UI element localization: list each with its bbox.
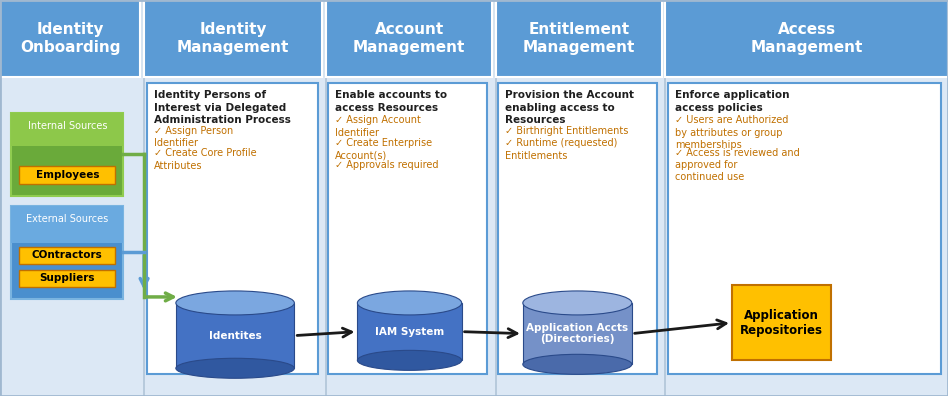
Ellipse shape — [522, 291, 631, 315]
Ellipse shape — [357, 291, 462, 315]
FancyBboxPatch shape — [147, 83, 319, 374]
FancyBboxPatch shape — [498, 83, 657, 374]
Text: Internal Sources: Internal Sources — [27, 121, 107, 131]
Text: Enforce application
access policies: Enforce application access policies — [675, 90, 790, 112]
FancyBboxPatch shape — [11, 206, 123, 299]
Text: ✓ Access is reviewed and
approved for
continued use: ✓ Access is reviewed and approved for co… — [675, 148, 800, 183]
Text: Application
Repositories: Application Repositories — [740, 309, 823, 337]
FancyBboxPatch shape — [328, 83, 487, 374]
Ellipse shape — [357, 350, 462, 370]
Text: COntractors: COntractors — [32, 251, 102, 261]
Text: ✓ Assign Account
Identifier: ✓ Assign Account Identifier — [335, 115, 421, 137]
Ellipse shape — [522, 354, 631, 374]
FancyBboxPatch shape — [175, 303, 294, 368]
Text: ✓ Runtime (requested)
Entitlements: ✓ Runtime (requested) Entitlements — [504, 139, 617, 161]
Text: ✓ Birthright Entitlements: ✓ Birthright Entitlements — [504, 126, 629, 136]
FancyBboxPatch shape — [732, 285, 831, 360]
Text: ✓ Users are Authorized
by attributes or group
memberships: ✓ Users are Authorized by attributes or … — [675, 115, 789, 150]
FancyBboxPatch shape — [326, 0, 492, 77]
FancyBboxPatch shape — [11, 113, 123, 146]
Text: IAM System: IAM System — [374, 327, 445, 337]
FancyBboxPatch shape — [496, 0, 662, 77]
FancyBboxPatch shape — [144, 0, 322, 77]
Text: ✓ Assign Person
Identifier: ✓ Assign Person Identifier — [154, 126, 233, 148]
Text: Entitlement
Management: Entitlement Management — [522, 23, 635, 55]
FancyBboxPatch shape — [665, 0, 948, 77]
FancyBboxPatch shape — [19, 270, 116, 287]
Text: Employees: Employees — [36, 170, 99, 180]
Ellipse shape — [175, 358, 294, 378]
Text: Identity
Onboarding: Identity Onboarding — [20, 23, 120, 55]
FancyBboxPatch shape — [11, 113, 123, 196]
FancyBboxPatch shape — [357, 303, 462, 360]
Text: Suppliers: Suppliers — [40, 274, 95, 284]
Text: Access
Management: Access Management — [751, 23, 863, 55]
FancyBboxPatch shape — [11, 206, 123, 243]
FancyBboxPatch shape — [19, 247, 116, 264]
FancyBboxPatch shape — [19, 166, 116, 184]
Text: Enable accounts to
access Resources: Enable accounts to access Resources — [335, 90, 447, 112]
Text: ✓ Approvals required: ✓ Approvals required — [335, 160, 439, 170]
FancyBboxPatch shape — [522, 303, 631, 364]
FancyBboxPatch shape — [668, 83, 941, 374]
Text: ✓ Create Core Profile
Attributes: ✓ Create Core Profile Attributes — [154, 148, 257, 171]
Text: Identity Persons of
Interest via Delegated
Administration Process: Identity Persons of Interest via Delegat… — [154, 90, 291, 125]
Text: Provision the Account
enabling access to
Resources: Provision the Account enabling access to… — [504, 90, 634, 125]
Text: Identity
Management: Identity Management — [177, 23, 289, 55]
Text: External Sources: External Sources — [27, 214, 108, 224]
FancyBboxPatch shape — [0, 77, 948, 396]
Ellipse shape — [175, 291, 294, 315]
FancyBboxPatch shape — [0, 0, 140, 77]
Text: Application Accts
(Directories): Application Accts (Directories) — [526, 323, 629, 345]
Text: ✓ Create Enterprise
Account(s): ✓ Create Enterprise Account(s) — [335, 138, 432, 160]
Text: Account
Management: Account Management — [353, 23, 465, 55]
Text: Identites: Identites — [209, 331, 262, 341]
